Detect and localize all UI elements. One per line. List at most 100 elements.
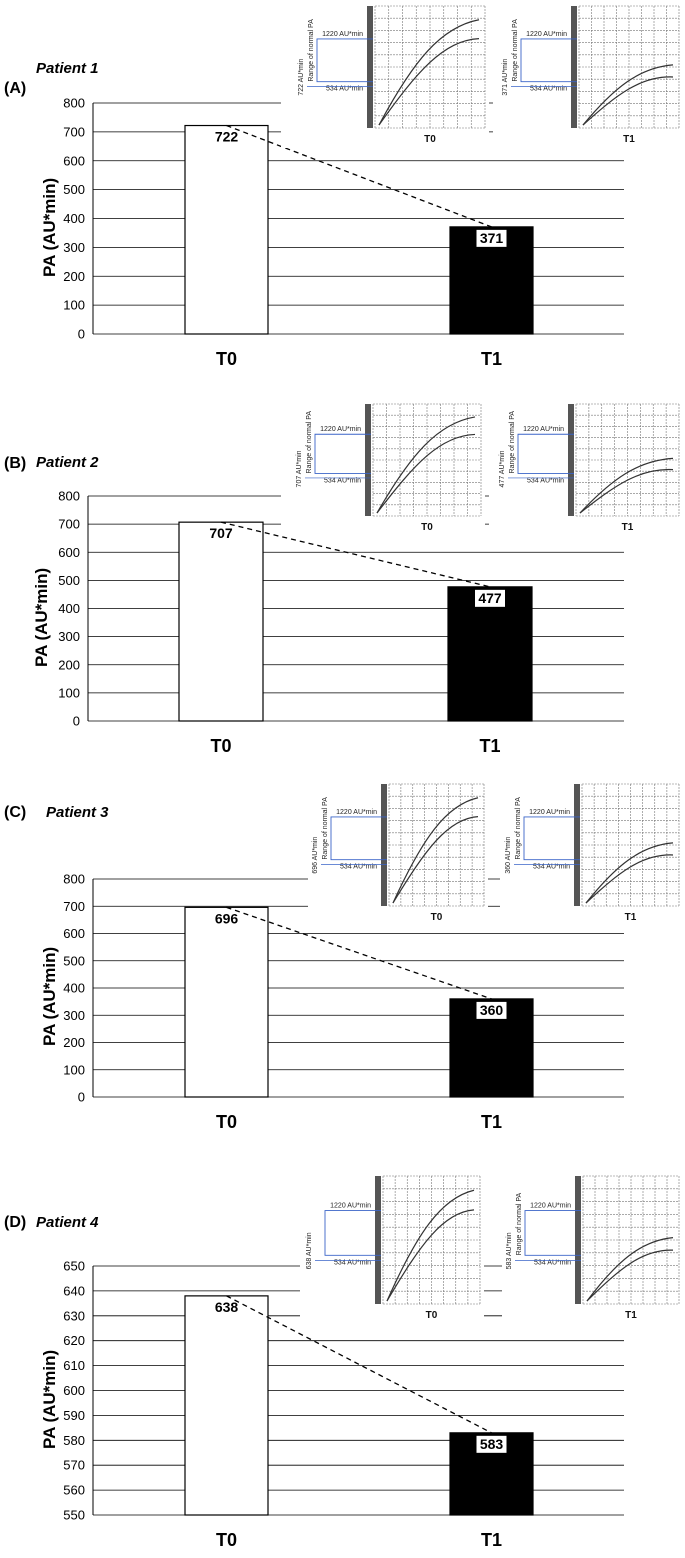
trend-connector xyxy=(226,1295,492,1434)
inset-grid xyxy=(582,1175,680,1305)
inset-curve-plot-t1: 1220 AU*min 534 AU*min Range of normal PA 5… xyxy=(502,1174,683,1324)
x-category-label: T0 xyxy=(216,1530,237,1550)
generation-curve xyxy=(585,842,674,904)
x-category-label: T1 xyxy=(481,1112,502,1132)
y-tick-label: 100 xyxy=(63,1062,85,1077)
bar-chart: 550 560 570 580 590 600 610 620 630 640 650 638 583 T… xyxy=(63,1259,624,1550)
bar-chart: 0 100 200 300 400 500 600 700 800 696 360 T0 T1 xyxy=(63,872,624,1132)
normal-range-label: Range of normal PA xyxy=(322,797,329,860)
generation-curve xyxy=(582,76,674,126)
y-tick-label: 700 xyxy=(63,124,85,139)
y-tick-label: 610 xyxy=(63,1358,85,1373)
normal-range-label: Range of normal PA xyxy=(515,797,522,860)
lower-limit-label: 534 AU*min xyxy=(534,1259,571,1266)
normal-range-bracket xyxy=(520,38,577,83)
inset-grid xyxy=(374,5,486,129)
y-tick-label: 590 xyxy=(63,1408,85,1423)
inset-scale-strip xyxy=(381,784,387,906)
bar-t1 xyxy=(447,586,533,722)
generation-curve xyxy=(586,1249,674,1302)
y-tick-label: 570 xyxy=(63,1458,85,1473)
normal-range-bracket xyxy=(330,816,387,861)
inset-grid xyxy=(575,403,680,517)
y-tick-label: 200 xyxy=(58,657,80,672)
chart-panel-4: (D) Patient 4 PA (AU*min) 550 560 570 580 590 60… xyxy=(0,1168,685,1558)
inset-title: T0 xyxy=(426,1310,438,1321)
lower-limit-label: 534 AU*min xyxy=(326,86,363,93)
value-label: 696 xyxy=(215,910,239,926)
upper-limit-label: 1220 AU*min xyxy=(530,1203,571,1210)
trend-connector xyxy=(226,124,492,228)
x-category-label: T1 xyxy=(479,736,500,756)
y-tick-label: 100 xyxy=(63,298,85,313)
inset-grid xyxy=(581,783,680,907)
normal-range-bracket xyxy=(523,816,580,861)
y-tick-label: 700 xyxy=(63,899,85,914)
generation-curve xyxy=(376,416,476,514)
inset-scale-strip xyxy=(375,1176,381,1304)
lower-limit-label: 534 AU*min xyxy=(533,864,570,871)
measured-value-label: 477 AU*min xyxy=(499,450,506,487)
upper-limit-label: 1220 AU*min xyxy=(529,809,570,816)
chart-title: Patient 4 xyxy=(36,1214,99,1231)
inset-title: T1 xyxy=(622,522,634,533)
y-tick-label: 400 xyxy=(63,211,85,226)
measured-value-label: 360 AU*min xyxy=(505,837,512,874)
normal-range-label: Range of normal PA xyxy=(308,19,315,82)
inset-grid xyxy=(372,403,482,517)
chart-panel-3: (C) Patient 3 PA (AU*min) 0 100 200 300 400 500 6… xyxy=(0,776,685,1166)
y-tick-label: 300 xyxy=(63,1008,85,1023)
value-label: 707 xyxy=(209,525,233,541)
y-tick-label: 800 xyxy=(63,872,85,887)
y-tick-label: 640 xyxy=(63,1283,85,1298)
inset-scale-strip xyxy=(367,6,373,128)
generation-curve xyxy=(392,815,479,904)
y-tick-label: 650 xyxy=(63,1259,85,1274)
panel-letter: (C) xyxy=(4,804,27,821)
generation-curve xyxy=(376,433,476,514)
trend-connector xyxy=(220,521,491,588)
chart-panel-2: (B) Patient 2 PA (AU*min) 0 100 200 300 400 500 6… xyxy=(0,388,685,778)
inset-title: T1 xyxy=(625,912,637,923)
generation-curve xyxy=(582,64,674,126)
inset-title: T1 xyxy=(625,1310,637,1321)
chart-title: Patient 2 xyxy=(36,454,99,471)
trend-connector xyxy=(226,906,492,1000)
value-label: 371 xyxy=(480,230,504,246)
upper-limit-label: 1220 AU*min xyxy=(336,809,377,816)
y-tick-label: 0 xyxy=(78,1090,85,1105)
y-tick-label: 400 xyxy=(58,601,80,616)
lower-limit-label: 534 AU*min xyxy=(340,864,377,871)
x-category-label: T0 xyxy=(210,736,231,756)
normal-range-bracket xyxy=(314,433,371,474)
y-tick-label: 800 xyxy=(63,96,85,111)
normal-range-label: Range of normal PA xyxy=(512,19,519,82)
x-category-label: T1 xyxy=(481,349,502,369)
inset-grid xyxy=(388,783,485,907)
value-label-box xyxy=(476,229,507,247)
panel-letter: (D) xyxy=(4,1214,27,1231)
y-tick-label: 500 xyxy=(58,573,80,588)
y-tick-label: 500 xyxy=(63,182,85,197)
y-tick-label: 600 xyxy=(63,1383,85,1398)
measured-value-label: 722 AU*min xyxy=(298,59,305,96)
x-category-label: T1 xyxy=(481,1530,502,1550)
inset-curve-plot-t1: 1220 AU*min 534 AU*min Range of normal PA 3… xyxy=(493,4,683,148)
y-tick-label: 200 xyxy=(63,269,85,284)
lower-limit-label: 534 AU*min xyxy=(324,477,361,484)
inset-grid xyxy=(382,1175,481,1305)
panel-letter: (A) xyxy=(4,80,27,97)
y-tick-label: 600 xyxy=(63,153,85,168)
measured-value-label: 371 AU*min xyxy=(502,59,509,96)
y-tick-label: 0 xyxy=(78,327,85,342)
measured-value-label: 707 AU*min xyxy=(296,450,303,487)
bar-t0 xyxy=(178,521,264,722)
y-tick-label: 600 xyxy=(63,926,85,941)
inset-title: T0 xyxy=(424,134,436,145)
y-tick-label: 550 xyxy=(63,1508,85,1523)
panel-letter: (B) xyxy=(4,455,27,472)
generation-curve xyxy=(386,1209,475,1302)
generation-curve xyxy=(378,37,480,126)
lower-limit-label: 534 AU*min xyxy=(527,477,564,484)
generation-curve xyxy=(378,19,480,126)
